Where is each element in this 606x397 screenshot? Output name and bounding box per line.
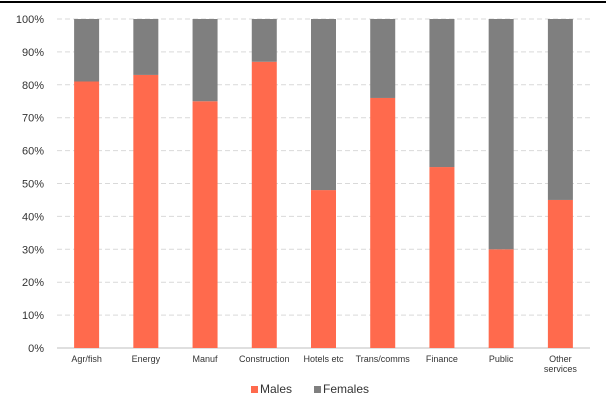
legend-label: Females — [323, 382, 369, 396]
bar-females-1 — [133, 19, 159, 75]
y-tick-label: 30% — [22, 244, 44, 256]
y-tick-label: 10% — [22, 310, 44, 322]
x-tick-label: Agr/fish — [71, 354, 102, 364]
bar-males-4 — [311, 190, 336, 348]
bar-males-3 — [251, 61, 277, 349]
x-tick-label: Energy — [132, 354, 161, 364]
y-axis: 0% 10% 20% 30% 40% 50% 60% 70% 80% 90% 100% — [16, 14, 44, 355]
y-tick-label: 80% — [22, 80, 44, 92]
bar-males-5 — [370, 97, 396, 349]
bars — [74, 19, 573, 349]
bar-females-3 — [251, 19, 277, 62]
bar-males-7 — [488, 249, 514, 348]
legend-label: Males — [260, 382, 292, 396]
x-tick-label: Other — [549, 354, 572, 364]
y-tick-label: 70% — [22, 113, 44, 125]
bar-females-6 — [429, 19, 455, 168]
bar-males-2 — [192, 101, 218, 348]
bar-females-7 — [488, 19, 514, 250]
bar-males-6 — [429, 167, 455, 348]
legend-swatch-females — [314, 386, 321, 393]
y-tick-label: 40% — [22, 211, 44, 223]
y-tick-label: 50% — [22, 179, 44, 191]
x-tick-label: services — [544, 364, 578, 374]
x-tick-label: Public — [489, 354, 514, 364]
bar-males-0 — [74, 81, 100, 348]
y-tick-label: 0% — [28, 343, 44, 355]
legend: Males Females — [251, 382, 369, 396]
x-tick-label: Construction — [239, 354, 290, 364]
bar-females-8 — [547, 19, 573, 200]
bar-females-4 — [311, 19, 336, 191]
y-tick-label: 20% — [22, 277, 44, 289]
x-tick-label: Trans/comms — [356, 354, 411, 364]
x-axis: Agr/fish Energy Manuf Construction Hotels et… — [71, 354, 577, 374]
bar-males-8 — [547, 199, 573, 348]
legend-swatch-males — [251, 386, 258, 393]
x-tick-label: Hotels etc — [303, 354, 344, 364]
y-tick-label: 90% — [22, 47, 44, 59]
bar-females-2 — [192, 19, 218, 102]
x-tick-label: Finance — [426, 354, 458, 364]
bar-females-0 — [74, 19, 100, 82]
y-tick-label: 60% — [22, 146, 44, 158]
bar-females-5 — [370, 19, 396, 98]
x-tick-label: Manuf — [193, 354, 219, 364]
y-tick-label: 100% — [16, 14, 44, 26]
bar-males-1 — [133, 74, 159, 349]
